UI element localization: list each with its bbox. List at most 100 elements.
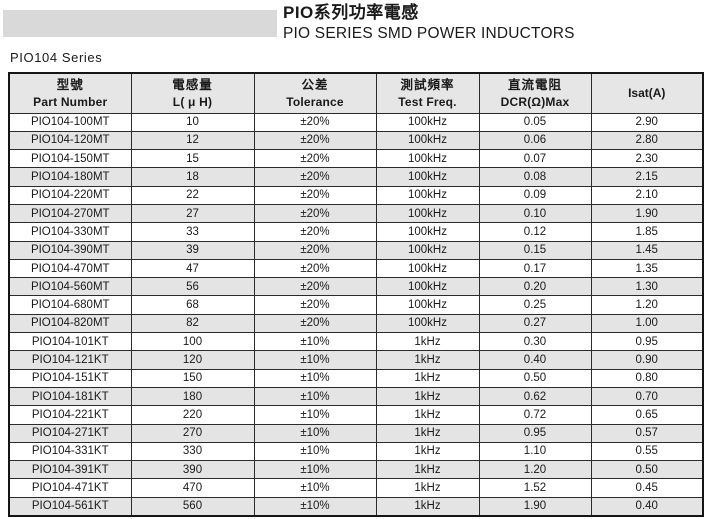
cell-inductance: 180 [130,386,255,407]
series-label: PIO104 Series [10,50,103,65]
cell-isat: 1.20 [590,295,704,315]
header-row: 型號 Part Number 電感量 L( μ H) 公差 Tolerance … [8,72,704,114]
cell-test-freq: 1kHz [375,460,480,480]
cell-tolerance: ±20% [253,222,377,242]
table-row: PIO104-470MT 47 ±20% 100kHz 0.17 1.35 [8,258,704,279]
cell-tolerance: ±20% [253,203,377,224]
column-header-dcr: 直流電阻 DCR(Ω)Max [478,72,592,114]
cell-part-number: PIO104-121KT [8,350,132,370]
cell-isat: 1.00 [590,313,704,334]
cell-inductance: 22 [130,185,255,205]
cell-inductance: 15 [130,149,255,169]
cell-tolerance: ±10% [253,405,377,425]
cell-tolerance: ±10% [253,423,377,443]
cell-test-freq: 1kHz [375,441,480,462]
column-header-part-number-zh: 型號 [56,77,84,92]
cell-tolerance: ±10% [253,496,377,517]
cell-isat: 0.57 [590,423,704,443]
cell-dcr: 0.17 [478,258,592,279]
cell-isat: 2.10 [590,185,704,205]
cell-dcr: 0.20 [478,277,592,297]
table-row: PIO104-220MT 22 ±20% 100kHz 0.09 2.10 [8,185,704,205]
cell-part-number: PIO104-181KT [8,386,132,407]
cell-tolerance: ±20% [253,112,377,132]
cell-dcr: 0.09 [478,185,592,205]
cell-isat: 1.90 [590,203,704,224]
cell-inductance: 56 [130,277,255,297]
cell-isat: 0.80 [590,368,704,388]
column-header-inductance-zh: 電感量 [172,77,213,92]
cell-part-number: PIO104-391KT [8,460,132,480]
cell-inductance: 27 [130,203,255,224]
cell-isat: 0.50 [590,460,704,480]
cell-inductance: 82 [130,313,255,334]
cell-dcr: 0.07 [478,149,592,169]
column-header-test-freq-en: Test Freq. [398,94,457,109]
cell-inductance: 10 [130,112,255,132]
cell-test-freq: 1kHz [375,350,480,370]
cell-isat: 2.30 [590,149,704,169]
cell-tolerance: ±10% [253,332,377,352]
cell-part-number: PIO104-390MT [8,240,132,260]
column-header-test-freq-zh: 測試頻率 [400,77,455,92]
cell-tolerance: ±20% [253,149,377,169]
table-row: PIO104-390MT 39 ±20% 100kHz 0.15 1.45 [8,240,704,260]
table-row: PIO104-820MT 82 ±20% 100kHz 0.27 1.00 [8,313,704,334]
cell-isat: 0.45 [590,478,704,498]
cell-test-freq: 100kHz [375,203,480,224]
cell-dcr: 0.15 [478,240,592,260]
cell-part-number: PIO104-680MT [8,295,132,315]
cell-part-number: PIO104-180MT [8,167,132,187]
cell-dcr: 0.25 [478,295,592,315]
table-row: PIO104-560MT 56 ±20% 100kHz 0.20 1.30 [8,277,704,297]
cell-isat: 0.40 [590,496,704,517]
cell-isat: 0.65 [590,405,704,425]
page-title-en: PIO SERIES SMD POWER INDUCTORS [283,25,575,43]
column-header-dcr-en: DCR(Ω)Max [500,94,570,109]
cell-part-number: PIO104-150MT [8,149,132,169]
cell-test-freq: 1kHz [375,386,480,407]
table-row: PIO104-270MT 27 ±20% 100kHz 0.10 1.90 [8,203,704,224]
cell-isat: 0.95 [590,332,704,352]
cell-inductance: 220 [130,405,255,425]
cell-tolerance: ±10% [253,368,377,388]
cell-isat: 0.70 [590,386,704,407]
cell-dcr: 0.72 [478,405,592,425]
cell-isat: 1.45 [590,240,704,260]
cell-part-number: PIO104-120MT [8,130,132,151]
cell-tolerance: ±10% [253,441,377,462]
cell-isat: 2.15 [590,167,704,187]
cell-isat: 1.85 [590,222,704,242]
cell-inductance: 120 [130,350,255,370]
cell-part-number: PIO104-470MT [8,258,132,279]
cell-tolerance: ±20% [253,295,377,315]
cell-test-freq: 100kHz [375,149,480,169]
table-row: PIO104-151KT 150 ±10% 1kHz 0.50 0.80 [8,368,704,388]
cell-part-number: PIO104-560MT [8,277,132,297]
cell-dcr: 0.12 [478,222,592,242]
cell-isat: 2.80 [590,130,704,151]
cell-test-freq: 100kHz [375,167,480,187]
cell-inductance: 270 [130,423,255,443]
cell-test-freq: 1kHz [375,496,480,517]
cell-test-freq: 1kHz [375,423,480,443]
cell-isat: 1.30 [590,277,704,297]
table-row: PIO104-271KT 270 ±10% 1kHz 0.95 0.57 [8,423,704,443]
cell-isat: 0.90 [590,350,704,370]
cell-tolerance: ±20% [253,167,377,187]
table-row: PIO104-181KT 180 ±10% 1kHz 0.62 0.70 [8,386,704,407]
cell-test-freq: 100kHz [375,130,480,151]
cell-test-freq: 1kHz [375,368,480,388]
cell-part-number: PIO104-101KT [8,332,132,352]
column-header-inductance-en: L( μ H) [172,94,213,109]
table-row: PIO104-331KT 330 ±10% 1kHz 1.10 0.55 [8,441,704,462]
cell-tolerance: ±20% [253,240,377,260]
cell-dcr: 1.90 [478,496,592,517]
cell-tolerance: ±20% [253,185,377,205]
cell-test-freq: 1kHz [375,405,480,425]
cell-dcr: 1.52 [478,478,592,498]
cell-dcr: 0.50 [478,368,592,388]
cell-tolerance: ±10% [253,460,377,480]
cell-inductance: 33 [130,222,255,242]
cell-test-freq: 100kHz [375,112,480,132]
